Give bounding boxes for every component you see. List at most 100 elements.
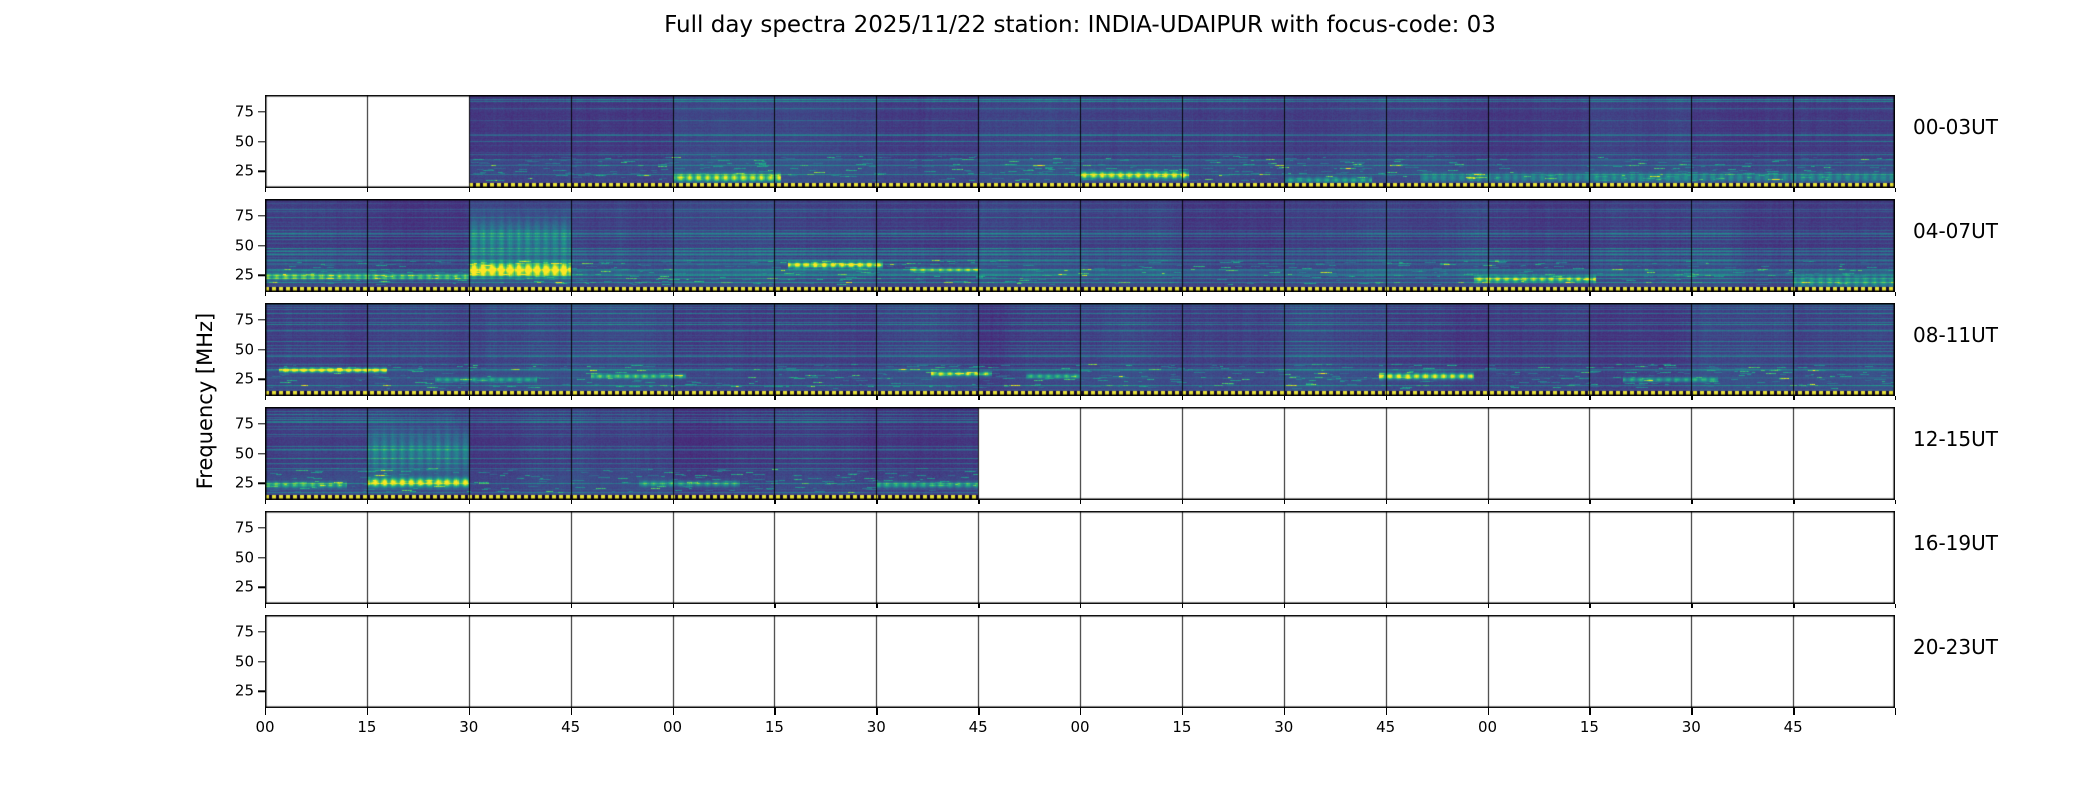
y-tick-mark bbox=[258, 482, 265, 484]
y-tick-label: 25 bbox=[234, 577, 254, 596]
x-tick-mark bbox=[876, 396, 878, 400]
x-tick-mark bbox=[570, 708, 573, 715]
y-tick-mark bbox=[258, 111, 265, 113]
y-tick-mark bbox=[258, 140, 265, 143]
x-tick-mark bbox=[468, 604, 471, 608]
x-tick-mark bbox=[1589, 708, 1591, 715]
x-tick-mark bbox=[1487, 708, 1489, 715]
x-tick-mark bbox=[1181, 396, 1184, 400]
x-tick-mark bbox=[672, 708, 674, 715]
x-tick-mark bbox=[1895, 292, 1897, 296]
y-tick-mark bbox=[258, 274, 265, 276]
row-time-label: 20-23UT bbox=[1913, 635, 1998, 659]
y-tick-mark bbox=[258, 452, 265, 455]
x-tick-mark bbox=[1793, 708, 1795, 715]
x-tick-mark bbox=[1080, 396, 1082, 400]
x-tick-mark bbox=[1385, 292, 1388, 296]
y-tick-label: 25 bbox=[234, 681, 254, 700]
y-tick-mark bbox=[258, 631, 265, 633]
x-tick-mark bbox=[468, 188, 471, 192]
x-tick-label: 00 bbox=[662, 718, 683, 736]
spectrogram-canvas-08-11UT bbox=[265, 303, 1895, 396]
x-tick-mark bbox=[1385, 708, 1388, 715]
y-tick-label: 75 bbox=[234, 622, 254, 641]
x-tick-mark bbox=[672, 604, 674, 608]
x-tick-mark bbox=[1283, 292, 1286, 296]
x-tick-mark bbox=[468, 292, 471, 296]
y-tick-mark bbox=[258, 378, 265, 380]
x-tick-mark bbox=[672, 396, 674, 400]
x-tick-mark bbox=[366, 500, 369, 504]
x-tick-mark bbox=[1589, 188, 1591, 192]
y-tick-label: 75 bbox=[234, 310, 254, 329]
x-tick-label: 15 bbox=[764, 718, 784, 736]
x-tick-mark bbox=[1080, 188, 1082, 192]
x-tick-mark bbox=[1691, 708, 1693, 715]
x-tick-label: 30 bbox=[1274, 718, 1294, 736]
y-tick-mark bbox=[258, 244, 265, 247]
x-tick-mark bbox=[1385, 396, 1388, 400]
x-tick-label: 15 bbox=[1579, 718, 1599, 736]
x-tick-mark bbox=[1080, 292, 1082, 296]
row-time-label: 12-15UT bbox=[1913, 427, 1998, 451]
x-tick-mark bbox=[876, 604, 878, 608]
x-tick-mark bbox=[570, 292, 573, 296]
x-tick-mark bbox=[774, 500, 776, 504]
x-tick-mark bbox=[1691, 500, 1693, 504]
x-tick-mark bbox=[1181, 188, 1184, 192]
x-tick-mark bbox=[1793, 396, 1795, 400]
spectrogram-canvas-12-15UT bbox=[265, 407, 1895, 500]
x-tick-mark bbox=[265, 188, 267, 192]
y-tick-mark bbox=[258, 690, 265, 692]
x-tick-mark bbox=[672, 188, 674, 192]
y-tick-label: 25 bbox=[234, 369, 254, 388]
x-tick-mark bbox=[1080, 604, 1082, 608]
y-tick-label: 50 bbox=[234, 236, 254, 254]
x-tick-label: 45 bbox=[1376, 718, 1396, 736]
x-tick-mark bbox=[672, 500, 674, 504]
x-tick-mark bbox=[978, 188, 980, 192]
x-tick-mark bbox=[672, 292, 674, 296]
x-tick-mark bbox=[1691, 396, 1693, 400]
x-tick-mark bbox=[570, 396, 573, 400]
y-tick-label: 25 bbox=[234, 473, 254, 492]
row-time-label: 16-19UT bbox=[1913, 531, 1998, 555]
x-tick-mark bbox=[1283, 500, 1286, 504]
x-tick-mark bbox=[366, 708, 369, 715]
x-tick-label: 45 bbox=[1783, 718, 1803, 736]
x-tick-mark bbox=[1589, 292, 1591, 296]
x-tick-mark bbox=[1895, 708, 1897, 715]
x-tick-label: 00 bbox=[1477, 718, 1498, 736]
y-tick-label: 75 bbox=[234, 102, 254, 121]
x-tick-mark bbox=[366, 292, 369, 296]
x-tick-mark bbox=[265, 396, 267, 400]
x-tick-mark bbox=[1181, 292, 1184, 296]
x-tick-mark bbox=[1487, 500, 1489, 504]
x-tick-mark bbox=[978, 708, 980, 715]
x-tick-mark bbox=[1385, 500, 1388, 504]
x-tick-mark bbox=[1793, 292, 1795, 296]
x-tick-mark bbox=[1487, 396, 1489, 400]
x-tick-mark bbox=[265, 500, 267, 504]
x-tick-mark bbox=[1793, 500, 1795, 504]
spectra-row-00-03UT: 75 50 25 00-03UT bbox=[235, 95, 1998, 192]
y-tick-label: 50 bbox=[234, 444, 254, 462]
y-tick-mark bbox=[258, 215, 265, 217]
row-time-label: 08-11UT bbox=[1913, 323, 1998, 347]
x-tick-mark bbox=[1080, 500, 1082, 504]
y-tick-label: 50 bbox=[234, 340, 254, 358]
row-time-label: 04-07UT bbox=[1913, 219, 1998, 243]
x-tick-label: 45 bbox=[561, 718, 581, 736]
spectrogram-canvas-00-03UT bbox=[265, 95, 1895, 188]
x-tick-mark bbox=[1589, 604, 1591, 608]
x-tick-mark bbox=[570, 500, 573, 504]
spectra-row-12-15UT: 75 50 25 12-15UT bbox=[235, 407, 1998, 504]
x-tick-label: 00 bbox=[1070, 718, 1090, 736]
x-tick-mark bbox=[774, 188, 776, 192]
y-tick-mark bbox=[258, 660, 265, 663]
x-tick-label: 30 bbox=[866, 718, 886, 736]
x-tick-mark bbox=[876, 292, 878, 296]
x-tick-mark bbox=[1283, 396, 1286, 400]
y-tick-mark bbox=[258, 586, 265, 588]
